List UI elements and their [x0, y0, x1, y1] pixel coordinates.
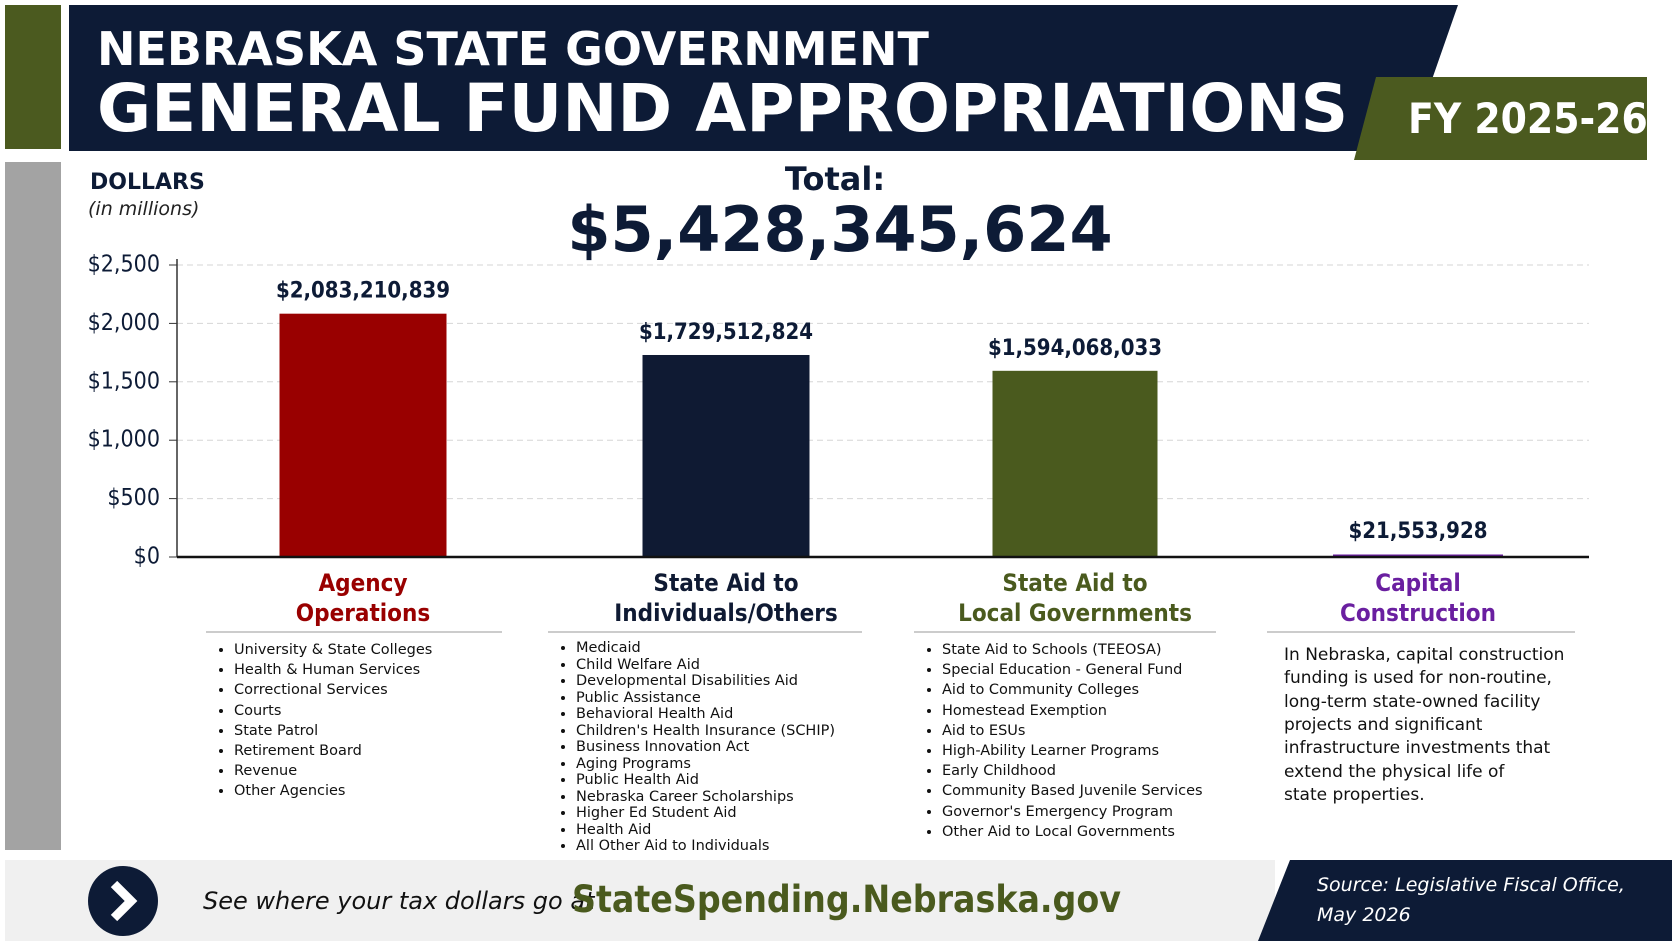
- y-tick-label: $0: [134, 544, 160, 570]
- detail-text: funding is used for non-routine,: [1284, 668, 1552, 689]
- detail-item: Medicaid: [576, 640, 835, 657]
- detail-item: Health & Human Services: [234, 660, 432, 680]
- y-tick-label: $1,500: [88, 368, 160, 394]
- detail-item: Aid to Community Colleges: [942, 680, 1203, 700]
- detail-item: Behavioral Health Aid: [576, 706, 835, 723]
- detail-item: All Other Aid to Individuals: [576, 838, 835, 855]
- detail-item: Business Innovation Act: [576, 739, 835, 756]
- detail-list: MedicaidChild Welfare AidDevelopmental D…: [548, 640, 835, 855]
- detail-item: Aging Programs: [576, 756, 835, 773]
- detail-item: High-Ability Learner Programs: [942, 741, 1203, 761]
- detail-item: Governor's Emergency Program: [942, 802, 1203, 822]
- arrow-chevron: [110, 880, 138, 922]
- total-label: Total:: [784, 160, 886, 198]
- detail-item: Aid to ESUs: [942, 721, 1203, 741]
- detail-text: In Nebraska, capital construction: [1284, 645, 1565, 665]
- y-tick-label: $1,000: [88, 427, 160, 453]
- side-strip: [5, 162, 61, 850]
- detail-item: Public Health Aid: [576, 772, 835, 789]
- detail-item: State Patrol: [234, 721, 432, 741]
- fy-badge: FY 2025-26: [1408, 94, 1648, 143]
- detail-item: State Aid to Schools (TEEOSA): [942, 640, 1203, 660]
- detail-item: Special Education - General Fund: [942, 660, 1203, 680]
- detail-list: University & State CollegesHealth & Huma…: [206, 640, 432, 802]
- footer-band: [5, 860, 1275, 941]
- bar: [642, 354, 810, 557]
- source-line: Source: Legislative Fiscal Office,: [1317, 874, 1625, 896]
- category-label: Capital Construction: [1340, 569, 1496, 627]
- source-band: [1258, 860, 1672, 941]
- detail-item: Developmental Disabilities Aid: [576, 673, 835, 690]
- header-line1: NEBRASKA STATE GOVERNMENT: [97, 22, 929, 76]
- detail-item: Child Welfare Aid: [576, 657, 835, 674]
- detail-item: Nebraska Career Scholarships: [576, 789, 835, 806]
- bar: [992, 370, 1158, 557]
- y-tick-label: $2,500: [88, 252, 160, 278]
- axis-sublabel: (in millions): [88, 198, 200, 220]
- detail-text: infrastructure investments that: [1284, 738, 1551, 759]
- header-band: [69, 5, 1458, 151]
- footer-prompt: See where your tax dollars go at: [203, 887, 595, 915]
- detail-text: state properties.: [1284, 784, 1425, 805]
- detail-item: Retirement Board: [234, 741, 432, 761]
- footer-url[interactable]: StateSpending.Nebraska.gov: [572, 878, 1121, 921]
- detail-item: Courts: [234, 701, 432, 721]
- total-value: $5,428,345,624: [567, 193, 1113, 266]
- detail-item: Homestead Exemption: [942, 701, 1203, 721]
- value-label: $1,729,512,824: [639, 320, 813, 345]
- detail-item: Correctional Services: [234, 680, 432, 700]
- detail-item: Health Aid: [576, 822, 835, 839]
- detail-item: Community Based Juvenile Services: [942, 781, 1203, 801]
- y-tick-label: $2,000: [88, 310, 160, 336]
- detail-text: extend the physical life of: [1284, 761, 1505, 782]
- category-label: State Aid to Individuals/Others: [614, 569, 838, 627]
- value-label: $21,553,928: [1349, 519, 1488, 544]
- detail-item: University & State Colleges: [234, 640, 432, 660]
- y-tick-label: $500: [107, 485, 160, 511]
- bar: [279, 313, 447, 557]
- detail-item: Revenue: [234, 761, 432, 781]
- value-label: $1,594,068,033: [988, 336, 1162, 361]
- detail-item: Public Assistance: [576, 690, 835, 707]
- detail-list: State Aid to Schools (TEEOSA)Special Edu…: [914, 640, 1203, 842]
- detail-item: Early Childhood: [942, 761, 1203, 781]
- detail-item: Higher Ed Student Aid: [576, 805, 835, 822]
- header-title: GENERAL FUND APPROPRIATIONS: [97, 70, 1349, 147]
- detail-item: Other Aid to Local Governments: [942, 822, 1203, 842]
- detail-item: Children's Health Insurance (SCHIP): [576, 723, 835, 740]
- badge-band: [1354, 77, 1647, 160]
- arrow-icon: [88, 866, 158, 936]
- axis-label: DOLLARS: [90, 170, 205, 195]
- source-line: May 2026: [1317, 904, 1411, 926]
- value-label: $2,083,210,839: [276, 279, 450, 304]
- detail-text: long-term state-owned facility: [1284, 691, 1541, 712]
- category-label: State Aid to Local Governments: [958, 569, 1192, 627]
- detail-text: projects and significant: [1284, 714, 1483, 735]
- accent-strip: [5, 5, 61, 149]
- category-label: Agency Operations: [295, 569, 431, 627]
- detail-item: Other Agencies: [234, 781, 432, 801]
